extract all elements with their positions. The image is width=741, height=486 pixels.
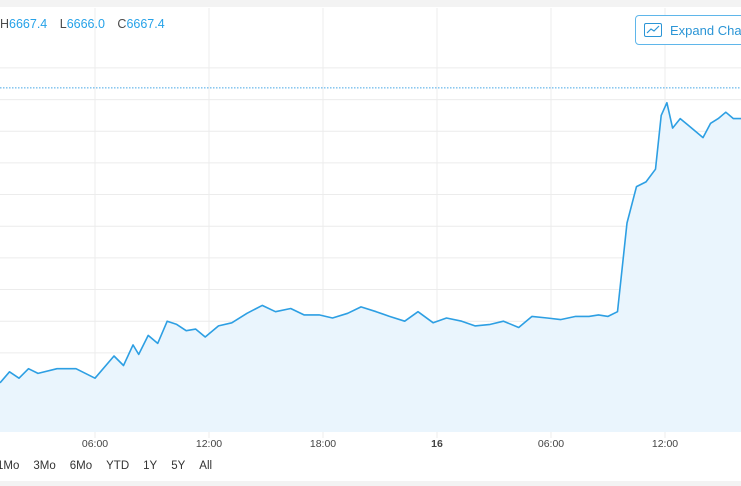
close-label: C: [117, 17, 127, 31]
top-strip: [0, 0, 741, 7]
price-area: [0, 102, 741, 432]
price-line: [0, 101, 741, 384]
range-selector: 1Mo 3Mo 6Mo YTD 1Y 5Y All: [0, 460, 226, 476]
ohlc-readout: H6667.4 L6666.0 C6667.4: [0, 17, 174, 31]
bottom-strip: [0, 481, 741, 486]
low-label: L: [59, 17, 67, 31]
price-area-layer: [0, 102, 741, 432]
high-value: 6667.4: [9, 17, 48, 31]
price-line-layer: [0, 101, 741, 384]
x-tick-label-1: 12:00: [196, 438, 222, 450]
x-tick-label-5: 12:00: [652, 438, 678, 450]
range-button-1mo[interactable]: 1Mo: [0, 460, 20, 472]
grid-lines: [0, 8, 741, 438]
range-button-3mo[interactable]: 3Mo: [33, 460, 56, 472]
expand-chart-label: Expand Chart: [670, 22, 741, 38]
range-button-all[interactable]: All: [199, 460, 213, 472]
x-tick-label-2: 18:00: [310, 438, 336, 450]
expand-chart-button[interactable]: Expand Chart: [635, 15, 741, 45]
x-axis-ticks: 06:00 12:00 18:00 16 06:00 12:00: [82, 438, 678, 450]
high-label: H: [0, 17, 10, 31]
range-button-5y[interactable]: 5Y: [171, 460, 186, 472]
close-value: 6667.4: [126, 17, 165, 31]
x-tick-label-0: 06:00: [82, 438, 108, 450]
x-tick-label-3: 16: [431, 438, 443, 450]
low-value: 6666.0: [66, 17, 105, 31]
range-button-ytd[interactable]: YTD: [106, 460, 130, 472]
chart-line-icon: [644, 23, 662, 37]
range-button-6mo[interactable]: 6Mo: [69, 460, 93, 472]
x-tick-label-4: 06:00: [538, 438, 564, 450]
range-button-1y[interactable]: 1Y: [143, 460, 158, 472]
